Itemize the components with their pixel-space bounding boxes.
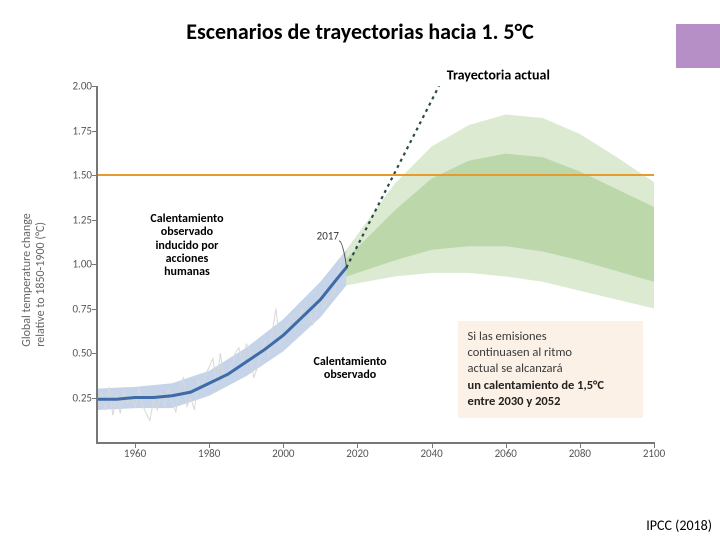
xtick: 2040 — [420, 447, 442, 460]
xtick: 2080 — [569, 447, 591, 460]
ytick: 2.00 — [58, 80, 92, 93]
xtick: 2000 — [272, 447, 294, 460]
corner-block — [676, 24, 720, 68]
year-2017-label: 2017 — [317, 229, 339, 242]
ytick: 0.50 — [58, 347, 92, 360]
ytick-mark — [92, 131, 98, 132]
ytick-mark — [92, 353, 98, 354]
ytick: 1.25 — [58, 213, 92, 226]
xtick-mark — [283, 442, 284, 448]
ytick-mark — [92, 398, 98, 399]
ytick-mark — [92, 86, 98, 87]
plot-area: Si las emisionescontinuasen al ritmoactu… — [96, 86, 654, 444]
xtick-mark — [357, 442, 358, 448]
threshold-line — [98, 174, 654, 176]
ytick: 1.00 — [58, 258, 92, 271]
xtick: 2020 — [346, 447, 368, 460]
xtick-mark — [506, 442, 507, 448]
xtick: 2100 — [643, 447, 665, 460]
annotation: Calentamientoobservadoinducido poraccion… — [150, 213, 223, 279]
ytick: 1.75 — [58, 124, 92, 137]
xtick-mark — [580, 442, 581, 448]
ytick-mark — [92, 220, 98, 221]
ytick: 0.25 — [58, 391, 92, 404]
ytick: 1.50 — [58, 169, 92, 182]
ytick-mark — [92, 309, 98, 310]
xtick-mark — [432, 442, 433, 448]
xtick: 1960 — [124, 447, 146, 460]
xtick: 1980 — [198, 447, 220, 460]
xtick-mark — [209, 442, 210, 448]
annotation: Trayectoria actual — [447, 68, 550, 83]
xtick: 2060 — [495, 447, 517, 460]
y-axis-label: Global temperature changerelative to 185… — [20, 213, 48, 346]
ytick-mark — [92, 175, 98, 176]
ytick: 0.75 — [58, 302, 92, 315]
callout-box: Si las emisionescontinuasen al ritmoactu… — [458, 321, 643, 418]
page-title: Escenarios de trayectorias hacia 1. 5°C — [0, 18, 720, 45]
xtick-mark — [654, 442, 655, 448]
chart: Global temperature changerelative to 185… — [40, 80, 660, 480]
ytick-mark — [92, 264, 98, 265]
annotation: Calentamientoobservado — [313, 356, 386, 382]
xtick-mark — [135, 442, 136, 448]
source-label: IPCC (2018) — [646, 517, 712, 534]
